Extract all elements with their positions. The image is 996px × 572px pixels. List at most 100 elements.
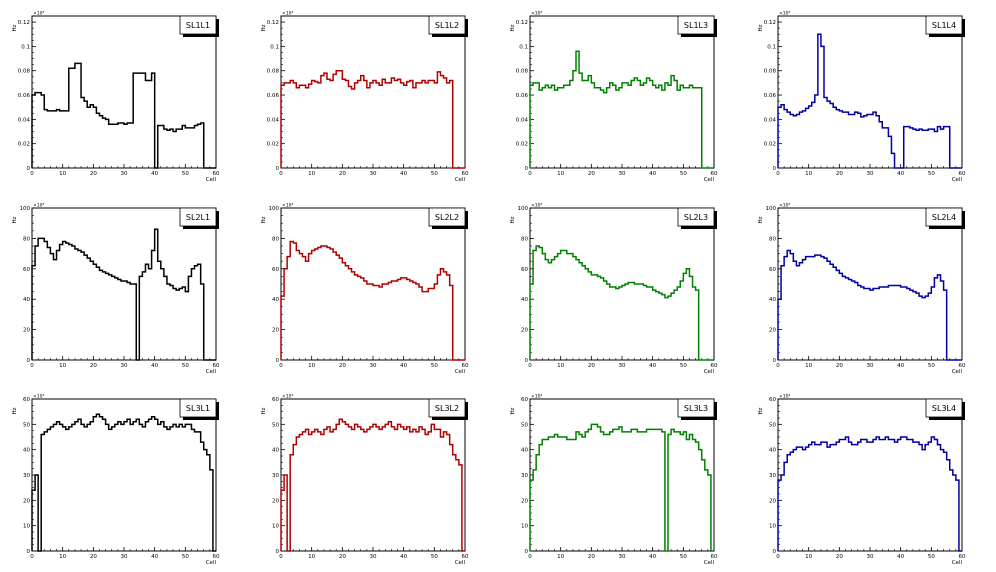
- x-tick-label: 50: [680, 171, 687, 177]
- y-tick-label: 0.04: [267, 117, 280, 123]
- plot-frame: [280, 398, 466, 552]
- x-tick-label: 20: [90, 363, 97, 369]
- y-tick-label: 40: [272, 297, 279, 303]
- y-tick-label: 0.02: [18, 142, 30, 148]
- y-tick-label: 0.08: [267, 69, 280, 75]
- x-tick-label: 40: [649, 554, 656, 560]
- y-exponent-label: ×10³: [33, 394, 44, 400]
- x-tick-label: 30: [370, 554, 377, 560]
- x-axis-label: Cell: [455, 560, 466, 566]
- y-tick-label: 20: [521, 498, 528, 504]
- y-tick-label: 10: [272, 524, 279, 530]
- y-tick-label: 0: [525, 358, 529, 364]
- y-tick-label: 0.08: [18, 69, 31, 75]
- y-tick-label: 100: [20, 206, 31, 212]
- x-tick-label: 0: [279, 171, 283, 177]
- x-tick-label: 30: [619, 171, 626, 177]
- y-tick-label: 80: [23, 236, 30, 242]
- y-tick-label: 0.08: [516, 69, 529, 75]
- histogram-series: [777, 249, 962, 361]
- x-tick-label: 30: [121, 363, 128, 369]
- x-tick-label: 10: [308, 554, 315, 560]
- x-tick-label: 60: [711, 363, 718, 369]
- x-tick-label: 20: [836, 554, 843, 560]
- x-tick-label: 10: [557, 363, 564, 369]
- x-tick-label: 0: [776, 363, 780, 369]
- title-box: [179, 398, 217, 418]
- y-tick-label: 0: [525, 166, 529, 172]
- x-tick-label: 40: [151, 363, 158, 369]
- x-axis-label: Cell: [704, 177, 715, 183]
- histogram-series: [280, 240, 465, 361]
- y-tick-label: 10: [769, 524, 776, 530]
- histogram-series: [777, 33, 962, 169]
- x-tick-label: 50: [928, 363, 935, 369]
- x-tick-label: 10: [59, 171, 66, 177]
- x-tick-label: 40: [897, 363, 904, 369]
- x-tick-label: 20: [588, 171, 595, 177]
- y-tick-label: 0.02: [764, 142, 776, 148]
- title-box: [925, 15, 963, 35]
- x-tick-label: 60: [213, 554, 220, 560]
- x-tick-label: 20: [588, 363, 595, 369]
- chart-title: SL3L4: [932, 404, 956, 413]
- y-tick-label: 30: [769, 473, 776, 479]
- x-tick-label: 50: [431, 171, 438, 177]
- x-tick-label: 50: [680, 363, 687, 369]
- y-tick-label: 50: [23, 422, 30, 428]
- plot-frame: [777, 398, 963, 552]
- y-tick-label: 0.06: [18, 93, 31, 99]
- plot-frame: [529, 15, 715, 169]
- x-tick-label: 10: [59, 554, 66, 560]
- chart-title: SL1L2: [435, 21, 459, 30]
- x-tick-label: 10: [805, 554, 812, 560]
- y-tick-label: 0.06: [764, 93, 777, 99]
- y-tick-label: 50: [272, 422, 279, 428]
- x-tick-label: 30: [121, 171, 128, 177]
- x-axis-label: Cell: [952, 369, 963, 375]
- histogram-series: [31, 228, 216, 361]
- x-tick-label: 50: [182, 554, 189, 560]
- x-tick-label: 0: [528, 554, 532, 560]
- x-tick-label: 30: [867, 554, 874, 560]
- chart-title: SL1L3: [684, 21, 708, 30]
- plot-frame: [280, 15, 466, 169]
- y-axis-label: Hz: [261, 407, 267, 414]
- x-tick-label: 50: [680, 554, 687, 560]
- y-tick-label: 60: [23, 397, 30, 403]
- x-tick-label: 60: [462, 363, 469, 369]
- x-tick-label: 10: [805, 363, 812, 369]
- y-axis-label: Hz: [758, 216, 764, 223]
- title-box: [179, 207, 217, 227]
- y-tick-label: 20: [23, 328, 30, 334]
- chart-panel-sl1l4: 0 0.02 0.04 0.06 0.08 0.1 0.12 0 10 20 30 40 50 60Cel…: [758, 11, 966, 184]
- y-axis-label: Hz: [261, 24, 267, 31]
- x-tick-label: 60: [959, 363, 966, 369]
- x-tick-label: 0: [279, 363, 283, 369]
- histogram-series: [31, 413, 216, 552]
- y-tick-label: 0: [276, 549, 280, 555]
- title-box: [677, 15, 715, 35]
- y-tick-label: 80: [272, 236, 279, 242]
- x-axis-label: Cell: [952, 177, 963, 183]
- y-axis-label: Hz: [510, 24, 516, 31]
- y-tick-label: 0: [773, 549, 777, 555]
- y-tick-label: 0.1: [21, 44, 30, 50]
- x-tick-label: 40: [151, 554, 158, 560]
- y-tick-label: 0: [276, 358, 280, 364]
- x-axis-label: Cell: [952, 560, 963, 566]
- histogram-series: [529, 245, 714, 361]
- y-exponent-label: ×10³: [779, 203, 790, 209]
- x-tick-label: 30: [619, 363, 626, 369]
- histogram-series: [529, 423, 714, 552]
- histogram-series: [31, 62, 216, 169]
- x-tick-label: 60: [213, 363, 220, 369]
- title-box: [677, 398, 715, 418]
- y-tick-label: 0.12: [18, 20, 30, 26]
- y-tick-label: 40: [769, 448, 776, 454]
- y-tick-label: 60: [521, 267, 528, 273]
